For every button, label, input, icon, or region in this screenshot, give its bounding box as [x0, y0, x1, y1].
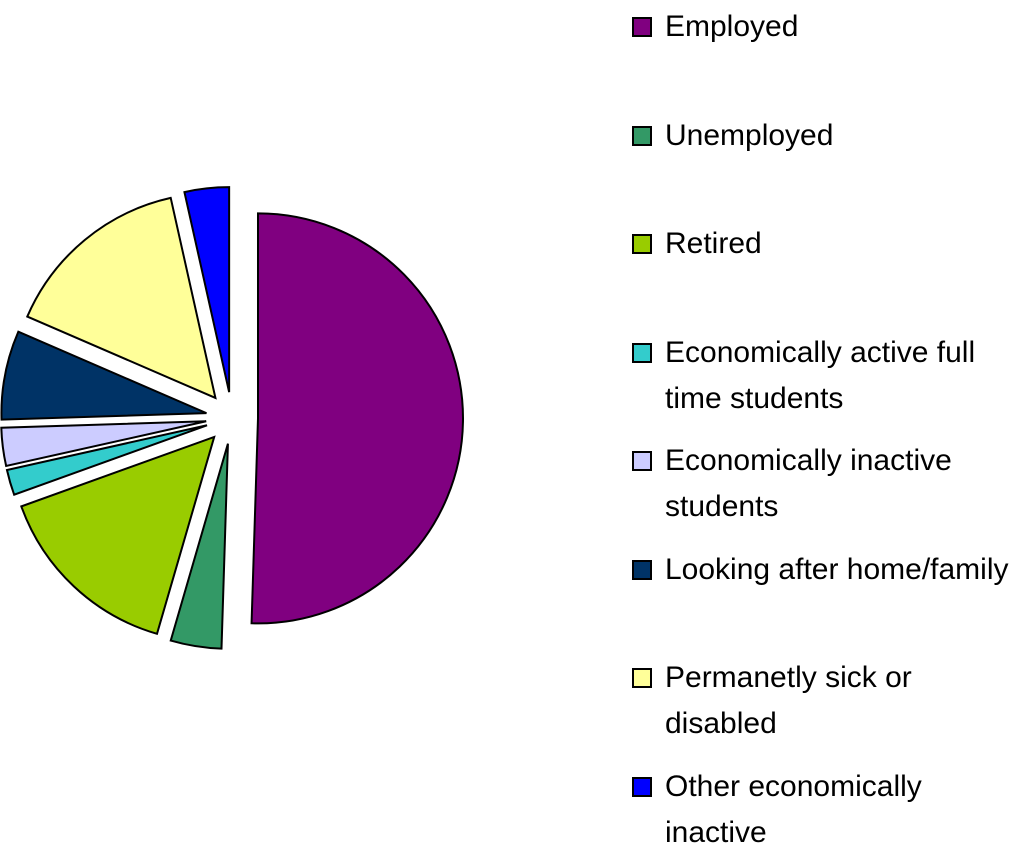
legend-swatch — [632, 342, 652, 363]
pie-area — [0, 186, 464, 650]
pie-slice — [250, 212, 464, 625]
legend-label: Other economically inactive — [665, 769, 922, 846]
legend-item: Economically inactive students — [632, 438, 1027, 530]
legend-swatch — [632, 451, 652, 471]
legend-item: Retired — [632, 221, 1027, 267]
legend-item: Other economically inactive — [632, 764, 1027, 846]
legend-label: Unemployed — [665, 118, 834, 152]
pie-slice — [25, 196, 217, 400]
legend-swatch — [632, 234, 652, 254]
legend-label: Looking after home/family — [665, 552, 1009, 586]
legend-label: Permanetly sick or disabled — [665, 661, 912, 740]
legend-label: Retired — [665, 227, 762, 260]
pie-slice — [0, 330, 207, 421]
pie-slice — [0, 420, 207, 468]
legend-label: Economically inactive students — [665, 444, 952, 523]
pie-slice — [5, 424, 208, 496]
pie-slice — [20, 435, 216, 636]
legend-swatch — [632, 17, 652, 37]
legend-label: Economically active full time students — [665, 335, 976, 415]
legend-swatch — [632, 125, 652, 146]
legend-swatch — [632, 776, 652, 797]
pie-slice — [183, 186, 231, 393]
legend-swatch — [632, 559, 652, 580]
legend-label: Employed — [665, 10, 799, 43]
legend-item: Unemployed — [632, 113, 1027, 159]
legend-item: Economically active full time students — [632, 330, 1027, 422]
legend-item: Looking after home/family — [632, 547, 1027, 593]
legend-item: Employed — [632, 4, 1027, 50]
legend-swatch — [632, 668, 652, 688]
pie-slice — [169, 443, 229, 650]
legend-item: Permanetly sick or disabled — [632, 655, 1027, 747]
